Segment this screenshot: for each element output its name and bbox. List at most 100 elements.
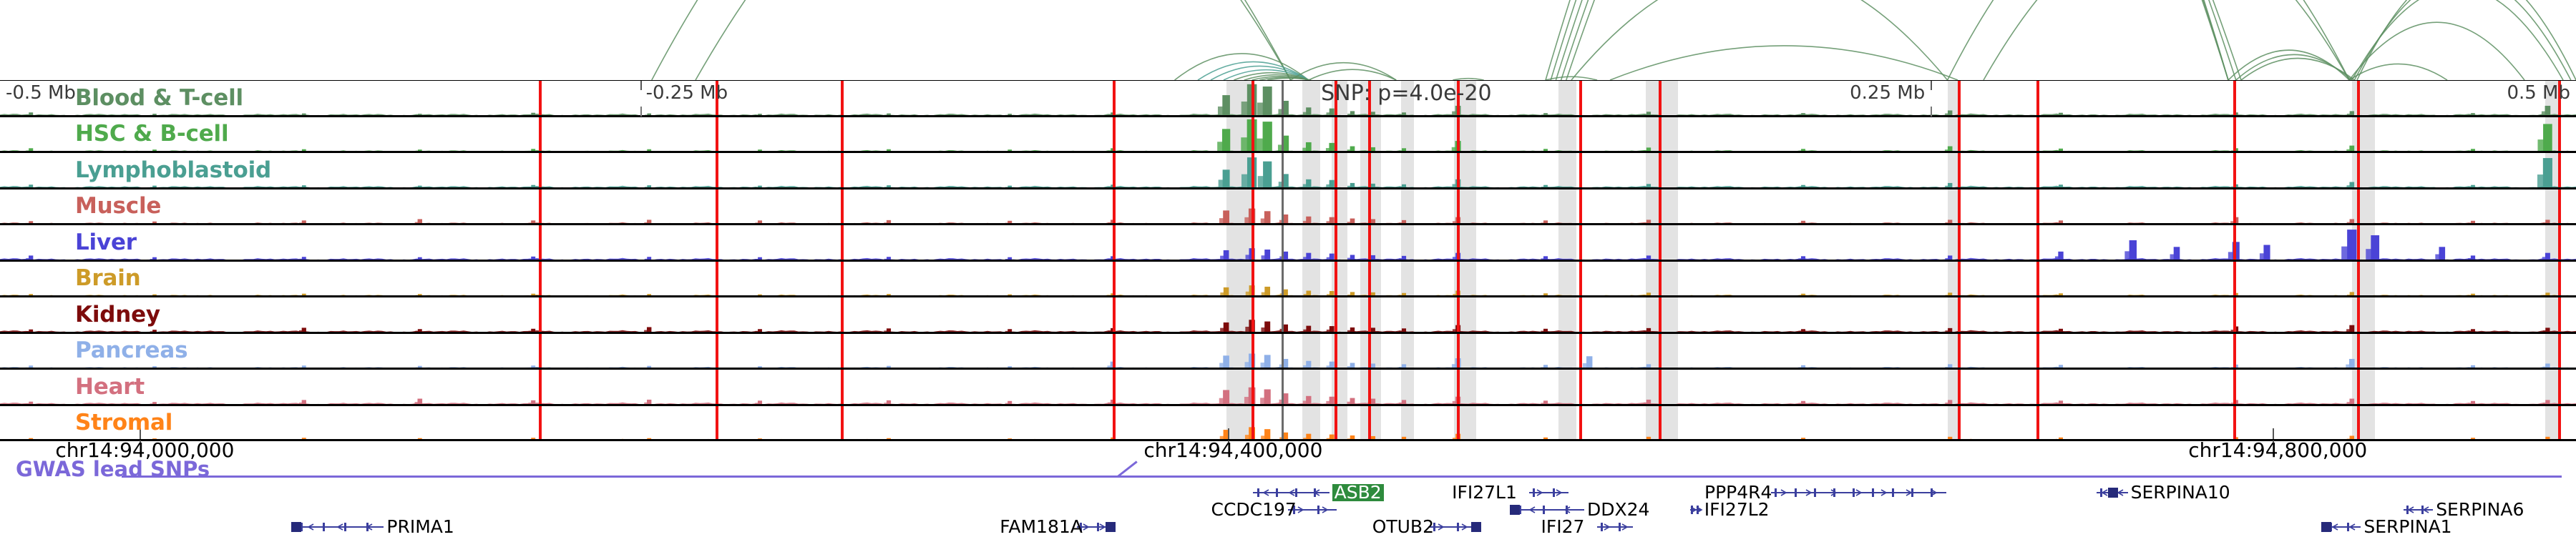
gwas-snp-marker[interactable] — [1113, 405, 1116, 440]
gwas-snp-marker[interactable] — [716, 261, 719, 297]
gwas-snp-marker[interactable] — [716, 189, 719, 225]
track-label-hsc-b-cell[interactable]: HSC & B-cell — [75, 121, 229, 147]
track-liver[interactable]: Liver — [0, 225, 2576, 261]
gwas-snp-marker[interactable] — [1958, 81, 1961, 117]
gene-label-ifi27[interactable]: IFI27 — [1541, 516, 1585, 537]
gwas-snp-marker[interactable] — [539, 297, 542, 333]
gwas-snp-marker[interactable] — [1251, 297, 1254, 333]
gene-label-serpina1[interactable]: SERPINA1 — [2363, 516, 2452, 537]
gwas-snp-marker[interactable] — [1367, 189, 1371, 225]
gwas-snp-marker[interactable] — [539, 261, 542, 297]
gwas-snp-marker[interactable] — [2233, 189, 2237, 225]
gwas-snp-marker[interactable] — [840, 225, 844, 261]
gwas-snp-marker[interactable] — [840, 81, 844, 117]
gwas-snp-marker[interactable] — [1958, 261, 1961, 297]
gwas-snp-marker[interactable] — [1113, 261, 1116, 297]
gwas-snp-marker[interactable] — [2233, 261, 2237, 297]
gwas-snp-marker[interactable] — [2557, 297, 2561, 333]
gwas-snp-marker[interactable] — [2357, 405, 2360, 440]
gwas-snp-marker[interactable] — [2233, 117, 2237, 152]
gwas-snp-marker[interactable] — [1367, 81, 1371, 117]
track-label-kidney[interactable]: Kidney — [75, 301, 160, 327]
gwas-snp-marker[interactable] — [1579, 225, 1582, 261]
gwas-snp-marker[interactable] — [716, 297, 719, 333]
gwas-snp-marker[interactable] — [2233, 81, 2237, 117]
gwas-snp-marker[interactable] — [1113, 225, 1116, 261]
gene-label-ifi27l2[interactable]: IFI27L2 — [1704, 499, 1770, 520]
track-label-pancreas[interactable]: Pancreas — [75, 338, 188, 364]
gwas-snp-marker[interactable] — [1579, 117, 1582, 152]
track-label-lymphoblastoid[interactable]: Lymphoblastoid — [75, 157, 272, 183]
track-label-brain[interactable]: Brain — [75, 265, 141, 292]
gwas-snp-marker[interactable] — [840, 153, 844, 189]
gwas-snp-marker[interactable] — [2557, 153, 2561, 189]
gwas-snp-marker[interactable] — [716, 153, 719, 189]
gwas-snp-marker[interactable] — [2233, 370, 2237, 405]
gwas-snp-marker[interactable] — [1334, 297, 1337, 333]
track-label-muscle[interactable]: Muscle — [75, 193, 162, 220]
gwas-snp-marker[interactable] — [1579, 189, 1582, 225]
gwas-snp-marker[interactable] — [1958, 225, 1961, 261]
track-muscle[interactable]: Muscle — [0, 188, 2576, 225]
gwas-snp-marker[interactable] — [2357, 333, 2360, 369]
track-label-stromal[interactable]: Stromal — [75, 409, 173, 435]
gwas-snp-marker[interactable] — [1334, 333, 1337, 369]
gwas-snp-marker[interactable] — [716, 405, 719, 440]
gwas-snp-marker[interactable] — [2357, 370, 2360, 405]
gwas-snp-marker[interactable] — [840, 189, 844, 225]
gwas-snp-marker[interactable] — [1659, 117, 1662, 152]
gwas-snp-marker[interactable] — [1334, 81, 1337, 117]
gwas-snp-marker[interactable] — [2557, 405, 2561, 440]
gwas-snp-marker[interactable] — [2357, 153, 2360, 189]
gwas-snp-marker[interactable] — [1334, 405, 1337, 440]
gwas-snp-marker[interactable] — [1659, 261, 1662, 297]
gwas-snp-marker[interactable] — [1659, 297, 1662, 333]
gwas-snp-marker[interactable] — [1251, 153, 1254, 189]
gwas-snp-marker[interactable] — [2036, 261, 2039, 297]
gwas-snp-marker[interactable] — [2233, 153, 2237, 189]
gwas-snp-marker[interactable] — [1659, 333, 1662, 369]
gwas-snp-marker[interactable] — [2036, 81, 2039, 117]
gwas-snp-marker[interactable] — [2233, 405, 2237, 440]
gwas-snp-marker[interactable] — [1456, 261, 1460, 297]
gwas-snp-marker[interactable] — [1579, 261, 1582, 297]
track-kidney[interactable]: Kidney — [0, 297, 2576, 333]
gwas-snp-marker[interactable] — [1113, 153, 1116, 189]
gwas-snp-marker[interactable] — [2036, 405, 2039, 440]
track-hsc-b-cell[interactable]: HSC & B-cell — [0, 116, 2576, 152]
gwas-snp-marker[interactable] — [539, 153, 542, 189]
gwas-snp-marker[interactable] — [2557, 117, 2561, 152]
gene-label-ifi27l1[interactable]: IFI27L1 — [1452, 482, 1517, 503]
gwas-snp-marker[interactable] — [1958, 117, 1961, 152]
gwas-snp-marker[interactable] — [840, 117, 844, 152]
gwas-snp-marker[interactable] — [1659, 405, 1662, 440]
gwas-snp-marker[interactable] — [539, 225, 542, 261]
gwas-snp-marker[interactable] — [1251, 225, 1254, 261]
gene-label-fam181a[interactable]: FAM181A — [1000, 516, 1083, 537]
gwas-snp-marker[interactable] — [1958, 333, 1961, 369]
track-pancreas[interactable]: Pancreas — [0, 332, 2576, 369]
gwas-snp-marker[interactable] — [1958, 370, 1961, 405]
gwas-snp-marker[interactable] — [1113, 117, 1116, 152]
track-stromal[interactable]: Stromal — [0, 405, 2576, 441]
track-brain[interactable]: Brain — [0, 260, 2576, 297]
gwas-snp-marker[interactable] — [840, 333, 844, 369]
gene-label-ppp4r4[interactable]: PPP4R4 — [1704, 482, 1772, 503]
gwas-snp-marker[interactable] — [716, 81, 719, 117]
gwas-snp-marker[interactable] — [716, 117, 719, 152]
gwas-snp-marker[interactable] — [840, 261, 844, 297]
gwas-snp-marker[interactable] — [1251, 405, 1254, 440]
gwas-snp-marker[interactable] — [1456, 81, 1460, 117]
gwas-snp-marker[interactable] — [2357, 117, 2360, 152]
gwas-snp-marker[interactable] — [716, 333, 719, 369]
gwas-snp-marker[interactable] — [1113, 81, 1116, 117]
gwas-snp-marker[interactable] — [539, 189, 542, 225]
gwas-snp-marker[interactable] — [2357, 189, 2360, 225]
gwas-snp-marker[interactable] — [539, 405, 542, 440]
gene-label-prima1[interactable]: PRIMA1 — [386, 516, 454, 537]
gwas-snp-marker[interactable] — [1334, 370, 1337, 405]
gwas-snp-marker[interactable] — [716, 370, 719, 405]
gwas-snp-marker[interactable] — [1334, 189, 1337, 225]
gwas-snp-marker[interactable] — [1958, 405, 1961, 440]
gwas-snp-marker[interactable] — [2357, 261, 2360, 297]
